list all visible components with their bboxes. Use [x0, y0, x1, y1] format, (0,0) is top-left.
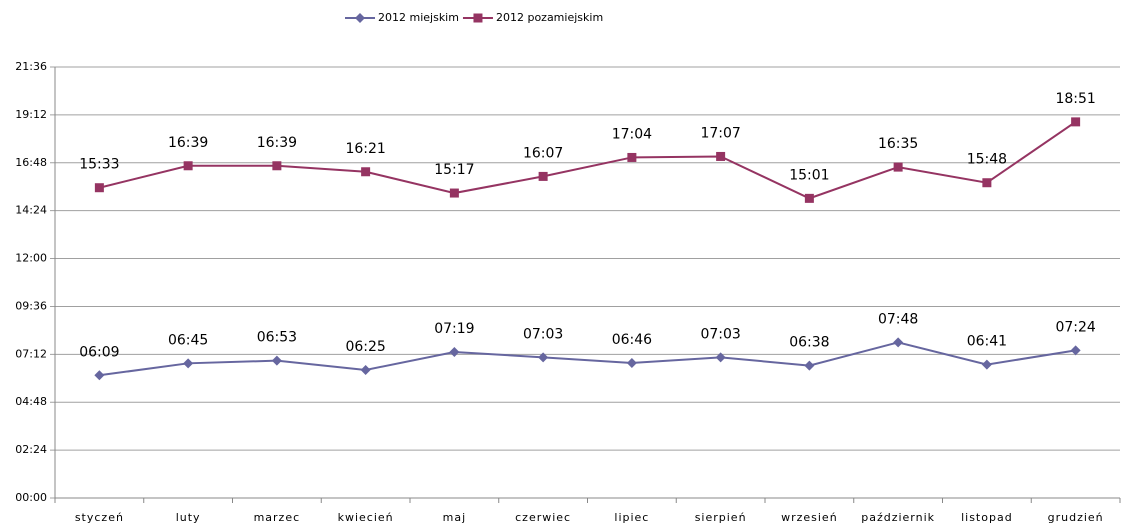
marker [94, 370, 105, 381]
data-label: 16:35 [878, 136, 918, 152]
x-tick-label: grudzień [1048, 511, 1104, 524]
series-line [99, 121, 1077, 200]
data-label: 15:01 [789, 167, 829, 183]
data-label: 15:33 [79, 157, 119, 173]
y-tick-label: 00:00 [15, 491, 47, 504]
data-label: 15:17 [434, 162, 474, 178]
marker [982, 178, 992, 188]
marker [94, 183, 104, 193]
marker [893, 337, 904, 348]
marker [716, 151, 726, 161]
x-tick-label: listopad [961, 511, 1013, 524]
data-label: 17:07 [700, 125, 740, 141]
data-label: 06:09 [79, 344, 119, 360]
marker [355, 13, 365, 23]
y-tick-label: 09:36 [15, 299, 47, 312]
marker [183, 161, 193, 171]
y-tick-label: 02:24 [15, 443, 47, 456]
marker [360, 364, 371, 375]
marker [804, 193, 814, 203]
marker [1071, 117, 1081, 127]
x-tick-label: maj [443, 511, 467, 524]
y-tick-label: 12:00 [15, 252, 47, 265]
data-label: 06:41 [967, 334, 1007, 350]
y-tick-label: 16:48 [15, 156, 47, 169]
x-tick-label: marzec [254, 511, 301, 524]
y-tick-label: 14:24 [15, 204, 47, 217]
data-label: 07:19 [434, 321, 474, 337]
marker [981, 359, 992, 370]
series-line [99, 341, 1076, 377]
data-label: 16:07 [523, 145, 563, 161]
y-tick-label: 21:36 [15, 60, 47, 73]
data-label: 18:51 [1055, 91, 1095, 107]
legend-label: 2012 miejskim [378, 11, 459, 24]
marker [449, 347, 460, 358]
data-label: 07:03 [700, 326, 740, 342]
legend-item: 2012 miejskim [345, 11, 459, 24]
data-label: 06:53 [257, 330, 297, 346]
marker [473, 13, 483, 23]
data-label: 06:45 [168, 332, 208, 348]
marker [626, 357, 637, 368]
data-label: 16:21 [345, 141, 385, 157]
x-tick-label: październik [861, 511, 935, 524]
marker [715, 352, 726, 363]
y-tick-label: 04:48 [15, 395, 47, 408]
data-label: 16:39 [168, 135, 208, 151]
marker [271, 355, 282, 366]
legend-item: 2012 pozamiejskim [462, 11, 603, 24]
marker [893, 162, 903, 172]
data-label: 07:03 [523, 326, 563, 342]
data-label: 07:24 [1055, 319, 1095, 335]
x-tick-label: czerwiec [515, 511, 571, 524]
marker [804, 360, 815, 371]
marker [1070, 345, 1081, 356]
data-label: 16:39 [257, 135, 297, 151]
data-label: 15:48 [967, 152, 1007, 168]
x-tick-label: wrzesień [781, 511, 838, 524]
legend-label: 2012 pozamiejskim [496, 11, 603, 24]
marker [538, 171, 548, 181]
x-tick-label: lipiec [614, 511, 649, 524]
data-label: 06:46 [612, 332, 652, 348]
x-tick-label: kwiecień [338, 511, 394, 524]
marker [449, 188, 459, 198]
data-label: 06:25 [345, 339, 385, 355]
marker [538, 352, 549, 363]
x-tick-label: luty [176, 511, 201, 524]
marker [183, 358, 194, 369]
marker [627, 152, 637, 162]
y-tick-label: 07:12 [15, 347, 47, 360]
data-label: 06:38 [789, 335, 829, 351]
data-label: 17:04 [612, 126, 652, 142]
y-tick-label: 19:12 [15, 108, 47, 121]
marker [272, 161, 282, 171]
x-tick-label: sierpień [695, 511, 747, 524]
data-label: 07:48 [878, 311, 918, 327]
x-tick-label: styczeń [75, 511, 124, 524]
marker [361, 167, 371, 177]
